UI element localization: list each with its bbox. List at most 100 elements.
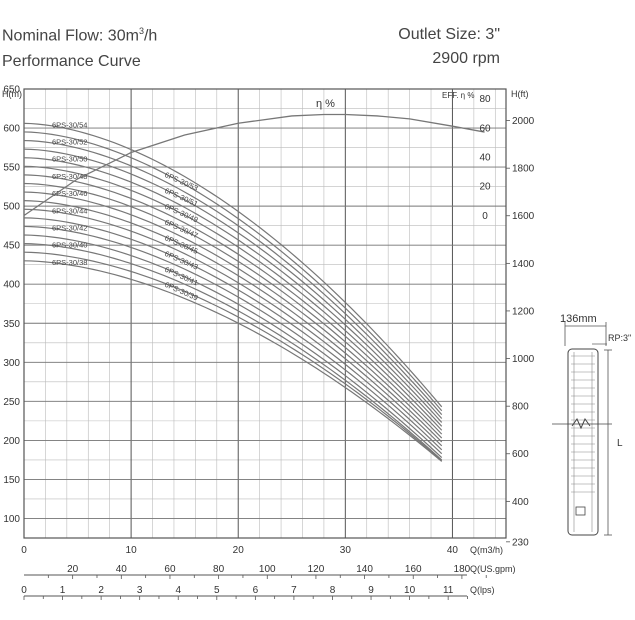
- eff-tick-label: 40: [479, 152, 491, 163]
- gpm-axis-title: Q(US.gpm): [470, 564, 516, 574]
- y2-tick-label: 1200: [512, 306, 535, 317]
- nominal-flow-prefix: Nominal Flow: 30m: [2, 27, 139, 45]
- y-tick-label: 250: [3, 397, 20, 408]
- head-curve: [23, 234, 443, 459]
- outlet-size-label: Outlet Size: 3": [398, 26, 500, 43]
- head-curves: 6PS-30/546PS-30/536PS-30/526PS-30/516PS-…: [23, 113, 485, 462]
- lps-tick-label: 2: [98, 585, 104, 596]
- y2-axis-title: H(ft): [511, 89, 529, 99]
- lps-tick-label: 10: [404, 585, 416, 596]
- head-curve: [23, 200, 443, 443]
- pump-length-label: L: [617, 438, 623, 449]
- pump-drawing: 136mm RP:3" L: [552, 313, 631, 536]
- y2-tick-label: 230: [512, 537, 529, 548]
- y-tick-label: 200: [3, 436, 20, 447]
- y-tick-label: 550: [3, 163, 20, 174]
- lps-tick-label: 6: [253, 585, 259, 596]
- head-curve: [23, 148, 443, 419]
- y-tick-label: 600: [3, 124, 20, 135]
- gpm-tick-label: 100: [259, 564, 276, 575]
- lower-axes: 20 40 60 80 100 120 140 160 180 0 1 2 3 4 5 6 7 8 9 10 11: [21, 564, 487, 600]
- pump-body: [567, 348, 599, 536]
- series-label: 6PS-30/38: [52, 258, 87, 267]
- lps-axis-title: Q(lps): [470, 585, 495, 595]
- series-label: 6PS-30/42: [52, 223, 87, 232]
- head-curve: [23, 243, 443, 461]
- eff-tick-label: 0: [482, 211, 488, 222]
- head-curve: [23, 174, 443, 431]
- lps-tick-label: 4: [175, 585, 181, 596]
- pump-width-label: 136mm: [560, 313, 597, 325]
- gpm-tick-label: 180: [454, 564, 471, 575]
- head-curve: [23, 217, 443, 451]
- pump-break-zigzag: [571, 417, 591, 430]
- pump-intake: [575, 506, 586, 516]
- series-label: 6PS-30/46: [52, 189, 87, 198]
- y2-tick-label: 2000: [512, 116, 535, 127]
- efficiency-curve: [23, 113, 485, 217]
- head-curve: [23, 260, 443, 462]
- lps-tick-label: 0: [21, 585, 27, 596]
- gpm-tick-label: 40: [116, 564, 128, 575]
- head-curve: [23, 251, 443, 462]
- pump-stages: [571, 352, 595, 532]
- y-tick-label: 450: [3, 241, 20, 252]
- gpm-tick-label: 60: [164, 564, 176, 575]
- y2-tick-label: 1400: [512, 259, 535, 270]
- eff-tick-label: 20: [479, 181, 491, 192]
- head-curve: [23, 122, 443, 408]
- y2-tick-label: 600: [512, 449, 529, 460]
- x-tick-label: 30: [340, 545, 352, 556]
- nominal-flow-suffix: /h: [143, 27, 158, 45]
- eff-axis-title: EFF. η %: [442, 91, 474, 100]
- head-curve: [23, 225, 443, 455]
- lps-tick-label: 9: [368, 585, 374, 596]
- y2-tick-label: 1800: [512, 164, 535, 175]
- series-label: 6PS-30/50: [52, 155, 87, 164]
- series-label: 6PS-30/48: [52, 172, 87, 181]
- lps-tick-label: 1: [60, 585, 66, 596]
- x-tick-label: 20: [233, 545, 245, 556]
- series-label: 6PS-30/40: [52, 241, 87, 250]
- nominal-flow-superscript: 3: [138, 26, 144, 36]
- y2-tick-label: 1600: [512, 211, 535, 222]
- series-label: 6PS-30/44: [52, 206, 87, 215]
- head-curve: [23, 208, 443, 447]
- gpm-tick-label: 160: [405, 564, 422, 575]
- y-tick-label: 350: [3, 319, 20, 330]
- axis-ticks: 1001502002503003504004505005506006502304…: [3, 85, 534, 557]
- eta-curve-label: η %: [316, 98, 335, 110]
- plot-frame: [23, 88, 507, 539]
- y-tick-label: 300: [3, 358, 20, 369]
- rpm-label: 2900 rpm: [432, 50, 500, 67]
- pump-outlet-label: RP:3": [608, 333, 631, 343]
- gpm-tick-label: 140: [356, 564, 373, 575]
- lps-tick-label: 8: [330, 585, 336, 596]
- head-curve: [23, 165, 443, 427]
- y-tick-label: 100: [3, 514, 20, 525]
- gpm-tick-label: 20: [67, 564, 79, 575]
- y-tick-label: 400: [3, 280, 20, 291]
- lps-tick-label: 5: [214, 585, 220, 596]
- y2-tick-label: 1000: [512, 354, 535, 365]
- gpm-tick-label: 120: [308, 564, 325, 575]
- nominal-flow-title: Nominal Flow: 30m3/h: [2, 26, 157, 45]
- lps-tick-label: 7: [291, 585, 297, 596]
- y-tick-label: 650: [3, 85, 20, 96]
- eff-tick-label: 60: [479, 124, 491, 135]
- x-tick-label: 40: [447, 545, 459, 556]
- head-curve: [23, 191, 443, 439]
- series-label: 6PS-30/52: [52, 138, 87, 147]
- x-tick-label: 10: [126, 545, 138, 556]
- series-label: 6PS-30/54: [52, 120, 87, 129]
- x-axis-title: Q(m3/h): [470, 545, 503, 555]
- lps-tick-label: 3: [137, 585, 143, 596]
- performance-curve-title: Performance Curve: [2, 53, 141, 70]
- eff-tick-label: 80: [479, 94, 491, 105]
- head-curve: [23, 139, 443, 416]
- axis-labels: H(m) H(ft) EFF. η % η % Q(m3/h) Q(US.gpm…: [2, 89, 529, 595]
- head-curve: [23, 131, 443, 412]
- y2-tick-label: 800: [512, 402, 529, 413]
- head-curve: [23, 182, 443, 435]
